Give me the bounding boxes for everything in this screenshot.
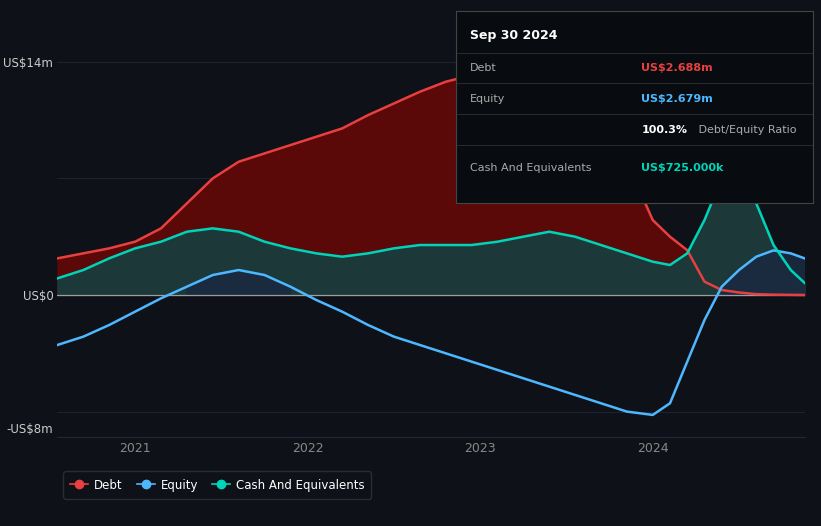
Text: US$2.679m: US$2.679m [641,94,713,104]
Text: Debt: Debt [470,63,497,73]
Legend: Debt, Equity, Cash And Equivalents: Debt, Equity, Cash And Equivalents [63,471,371,499]
Text: 100.3%: 100.3% [641,125,687,135]
Text: Sep 30 2024: Sep 30 2024 [470,29,557,42]
Text: Cash And Equivalents: Cash And Equivalents [470,163,591,173]
Text: US$725.000k: US$725.000k [641,163,724,173]
Text: Debt/Equity Ratio: Debt/Equity Ratio [695,125,796,135]
Text: US$2.688m: US$2.688m [641,63,713,73]
Text: Equity: Equity [470,94,505,104]
